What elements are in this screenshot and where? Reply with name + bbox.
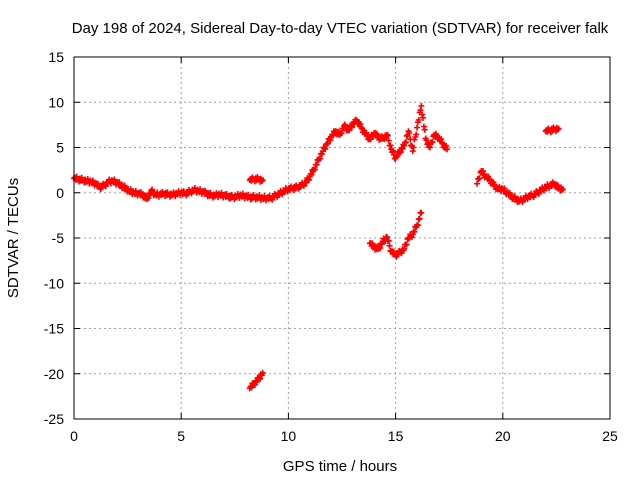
data-point: [95, 180, 102, 187]
data-point: [444, 146, 451, 153]
y-tick-label: -15: [44, 321, 64, 337]
data-points: [71, 102, 566, 392]
x-tick-label: 10: [281, 428, 297, 444]
data-point: [411, 228, 418, 235]
data-point: [420, 114, 427, 121]
y-tick-label: -5: [52, 230, 65, 246]
data-point: [443, 143, 450, 150]
data-point: [418, 209, 425, 216]
grid: [74, 57, 610, 419]
data-point: [474, 180, 481, 187]
data-point: [399, 145, 406, 152]
data-point: [421, 126, 428, 133]
data-point: [413, 131, 420, 138]
data-point: [416, 215, 423, 222]
data-point: [390, 248, 397, 255]
data-point: [318, 151, 325, 158]
data-point: [490, 179, 497, 186]
x-tick-label: 0: [70, 428, 78, 444]
data-point: [401, 245, 408, 252]
data-point: [384, 132, 391, 139]
data-point: [480, 168, 487, 175]
y-tick-label: 5: [56, 140, 64, 156]
x-axis-label: GPS time / hours: [283, 458, 397, 475]
data-point: [558, 187, 565, 194]
axis-ticks: 0 5 10 15 20 25 -25 -20 -15 -10 -5 0 5 10 15: [44, 49, 618, 444]
data-point: [259, 369, 266, 376]
data-point: [258, 177, 265, 184]
x-tick-label: 5: [177, 428, 185, 444]
data-point: [406, 130, 413, 137]
data-point: [397, 149, 404, 156]
data-point: [373, 130, 380, 137]
data-point: [348, 124, 355, 131]
data-point: [145, 194, 152, 201]
data-point: [305, 176, 312, 183]
y-tick-label: 15: [48, 49, 64, 65]
data-point: [300, 183, 307, 190]
data-point: [554, 182, 561, 189]
data-point: [438, 136, 445, 143]
y-tick-label: 10: [48, 94, 64, 110]
data-point: [408, 234, 415, 241]
data-point: [409, 148, 416, 155]
data-point: [390, 147, 397, 154]
data-point: [386, 242, 393, 249]
data-point: [417, 107, 424, 114]
data-point: [313, 161, 320, 168]
data-point: [342, 121, 349, 128]
data-point: [377, 245, 384, 252]
chart-title: Day 198 of 2024, Sidereal Day-to-day VTE…: [72, 20, 609, 37]
data-point: [485, 173, 492, 180]
data-point: [401, 142, 408, 149]
data-point: [322, 145, 329, 152]
data-point: [259, 177, 266, 184]
data-point: [324, 140, 331, 147]
data-point: [501, 185, 508, 192]
y-tick-label: -10: [44, 275, 64, 291]
data-point: [338, 130, 345, 137]
data-point: [308, 171, 315, 178]
y-tick-label: -20: [44, 366, 64, 382]
data-point: [384, 234, 391, 241]
data-point: [363, 129, 370, 136]
data-point: [149, 186, 156, 193]
data-point: [555, 125, 562, 132]
x-tick-label: 20: [495, 428, 511, 444]
x-tick-label: 15: [388, 428, 404, 444]
data-point: [506, 189, 513, 196]
data-point: [559, 186, 566, 193]
data-point: [414, 221, 421, 228]
data-point: [357, 120, 364, 127]
data-point: [418, 102, 425, 109]
data-point: [419, 111, 426, 118]
data-point: [385, 137, 392, 144]
data-point: [394, 153, 401, 160]
data-point: [415, 116, 422, 123]
data-point: [317, 155, 324, 162]
data-point: [369, 240, 376, 247]
data-point: [257, 375, 264, 382]
data-point: [420, 123, 427, 130]
data-point: [329, 132, 336, 139]
data-point: [476, 175, 483, 182]
data-point: [327, 137, 334, 144]
y-tick-label: 0: [56, 185, 64, 201]
data-point: [426, 144, 433, 151]
y-axis-label: SDTVAR / TECUs: [5, 178, 22, 298]
data-point: [410, 144, 417, 151]
data-point: [414, 124, 421, 131]
x-tick-label: 25: [602, 428, 618, 444]
data-point: [403, 241, 410, 248]
data-point: [429, 139, 436, 146]
data-point: [385, 237, 392, 244]
y-tick-label: -25: [44, 411, 64, 427]
data-point: [402, 139, 409, 146]
data-point: [387, 142, 394, 149]
data-point: [311, 166, 318, 173]
